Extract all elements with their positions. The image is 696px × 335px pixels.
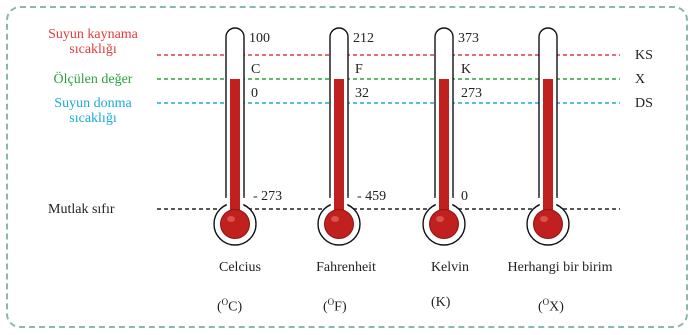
fahrenheit-symbol: (OF) <box>323 297 347 315</box>
kelvin-boiling-value: 373 <box>458 31 479 46</box>
code-ks: KS <box>635 48 653 63</box>
boiling-label-line1: Suyun kaynama <box>48 27 138 42</box>
celcius-boiling-value: 100 <box>249 31 270 46</box>
celcius-freezing-value: 0 <box>251 86 258 101</box>
celcius-mercury-column <box>230 79 240 211</box>
fahrenheit-name: Fahrenheit <box>316 260 376 275</box>
arbitrary-symbol-degree: O <box>542 297 550 307</box>
fahrenheit-symbol-unit: F) <box>334 299 347 315</box>
fahrenheit-thermometer <box>317 27 361 246</box>
fahrenheit-boiling-value: 212 <box>353 31 374 46</box>
celcius-absolute-zero-value: - 273 <box>253 189 283 204</box>
arbitrary-mercury-bulb <box>533 209 563 239</box>
fahrenheit-mercury-column <box>334 79 344 211</box>
kelvin-freezing-value: 273 <box>461 86 482 101</box>
fahrenheit-mercury-bulb <box>324 209 354 239</box>
kelvin-name: Kelvin <box>430 260 470 275</box>
arbitrary-thermometer <box>526 27 570 246</box>
kelvin-absolute-zero-value: 0 <box>461 189 468 204</box>
arbitrary-symbol: (OX) <box>538 297 564 315</box>
fahrenheit-freezing-value: 32 <box>355 86 369 101</box>
kelvin-thermometer <box>422 27 466 246</box>
fahrenheit-unit-letter: F <box>355 62 363 77</box>
celcius-thermometer <box>213 27 257 246</box>
fahrenheit-bulb-highlight <box>331 216 339 222</box>
arbitrary-symbol-unit: X) <box>549 299 564 315</box>
kelvin-mercury-bulb <box>429 209 459 239</box>
arbitrary-bulb-highlight <box>540 216 548 222</box>
kelvin-mercury-column <box>439 79 449 211</box>
kelvin-bulb-highlight <box>436 216 444 222</box>
boiling-label-line2: sıcaklığı <box>69 42 117 57</box>
fahrenheit-symbol-degree: O <box>327 297 335 307</box>
arbitrary-mercury-column <box>543 79 553 211</box>
boiling-label: Suyun kaynama sıcaklığı <box>28 27 158 57</box>
kelvin-unit-letter: K <box>461 62 472 77</box>
celcius-name: Celcius <box>219 260 261 275</box>
celcius-bulb-highlight <box>227 216 235 222</box>
code-x: X <box>635 72 646 87</box>
celcius-symbol-unit: C) <box>228 299 243 315</box>
arbitrary-unit-name: Herhangi bir birim <box>507 260 613 275</box>
kelvin-symbol: (K) <box>431 295 451 310</box>
measured-label: Ölçülen değer <box>53 72 133 87</box>
freezing-label-line2: sıcaklığı <box>69 111 117 126</box>
freezing-label-line1: Suyun donma <box>54 96 132 111</box>
freezing-label: Suyun donma sıcaklığı <box>28 96 158 126</box>
code-ds: DS <box>635 96 653 111</box>
dashed-frame <box>6 6 688 328</box>
celcius-unit-letter: C <box>251 62 261 77</box>
celcius-symbol-degree: O <box>221 297 229 307</box>
celcius-symbol: (OC) <box>217 297 243 315</box>
fahrenheit-absolute-zero-value: - 459 <box>357 189 387 204</box>
celcius-mercury-bulb <box>220 209 250 239</box>
absolute-zero-label: Mutlak sıfır <box>48 202 115 217</box>
